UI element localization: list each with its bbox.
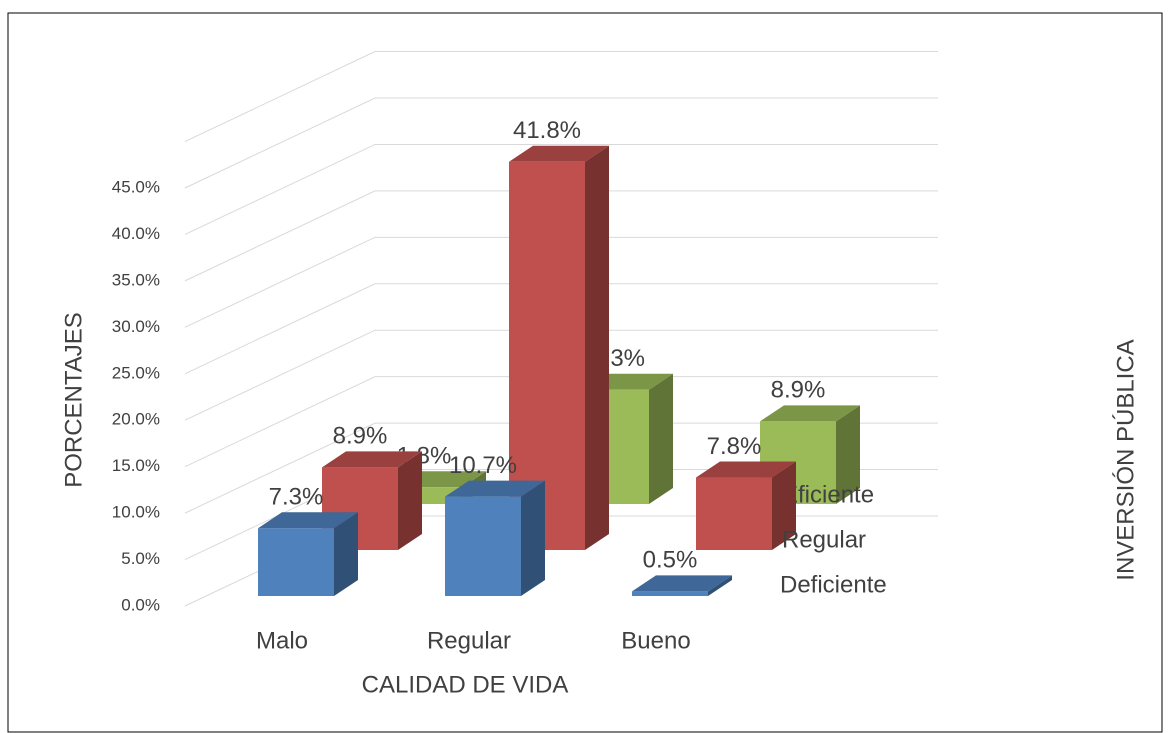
y-tick-label: 10.0% [112,503,160,522]
bar-side [521,480,545,596]
data-label: 7.3% [269,484,324,511]
bar [445,496,521,596]
data-label: 7.8% [707,433,762,460]
bar-side [708,575,732,596]
y-axis-title: PORCENTAJES [60,312,87,488]
grid-line [184,422,938,514]
bar [258,528,334,596]
bar-top [696,461,796,478]
legend-label: Deficiente [780,571,887,598]
grid-line [184,97,938,189]
data-label: 8.9% [771,377,826,404]
bar-side [585,145,609,551]
y-tick-label: 5.0% [121,549,160,568]
bar-top [632,575,732,592]
bar-top [258,512,358,529]
data-label: 41.8% [513,117,581,144]
data-label: 10.7% [449,452,517,479]
x-axis-title: CALIDAD DE VIDA [362,671,569,698]
y-tick-label: 0.0% [121,595,160,614]
y-tick-label: 30.0% [112,317,160,336]
x-tick-label: Regular [427,627,511,654]
y-tick-label: 35.0% [112,270,160,289]
bar-side [649,373,673,504]
bar-top [509,145,609,162]
bar-side [772,461,796,550]
legend-label: Eficiente [782,481,874,508]
grid-line [184,329,938,421]
grid-line [184,143,938,235]
bar-side [398,451,422,550]
y-tick-label: 20.0% [112,410,160,429]
bar-side [836,405,860,504]
y-tick-label: 40.0% [112,224,160,243]
grid-line [184,283,938,375]
bar-top [760,405,860,422]
grid-line [184,376,938,468]
grid-line [184,236,938,328]
y-tick-label: 45.0% [112,177,160,196]
y-tick-label: 25.0% [112,363,160,382]
legend-label: Regular [782,526,866,553]
x-tick-label: Malo [256,627,308,654]
bar-top [322,451,422,468]
depth-axis-title: INVERSIÓN PÚBLICA [1112,339,1139,580]
bar [696,477,772,550]
bar [632,591,708,596]
bar-side [334,512,358,596]
grid-line [184,51,938,143]
bar-top [445,480,545,497]
data-label: 8.9% [333,423,388,450]
grid-line [184,190,938,282]
x-tick-label: Bueno [621,627,690,654]
y-tick-label: 15.0% [112,456,160,475]
data-label: 0.5% [643,547,698,574]
